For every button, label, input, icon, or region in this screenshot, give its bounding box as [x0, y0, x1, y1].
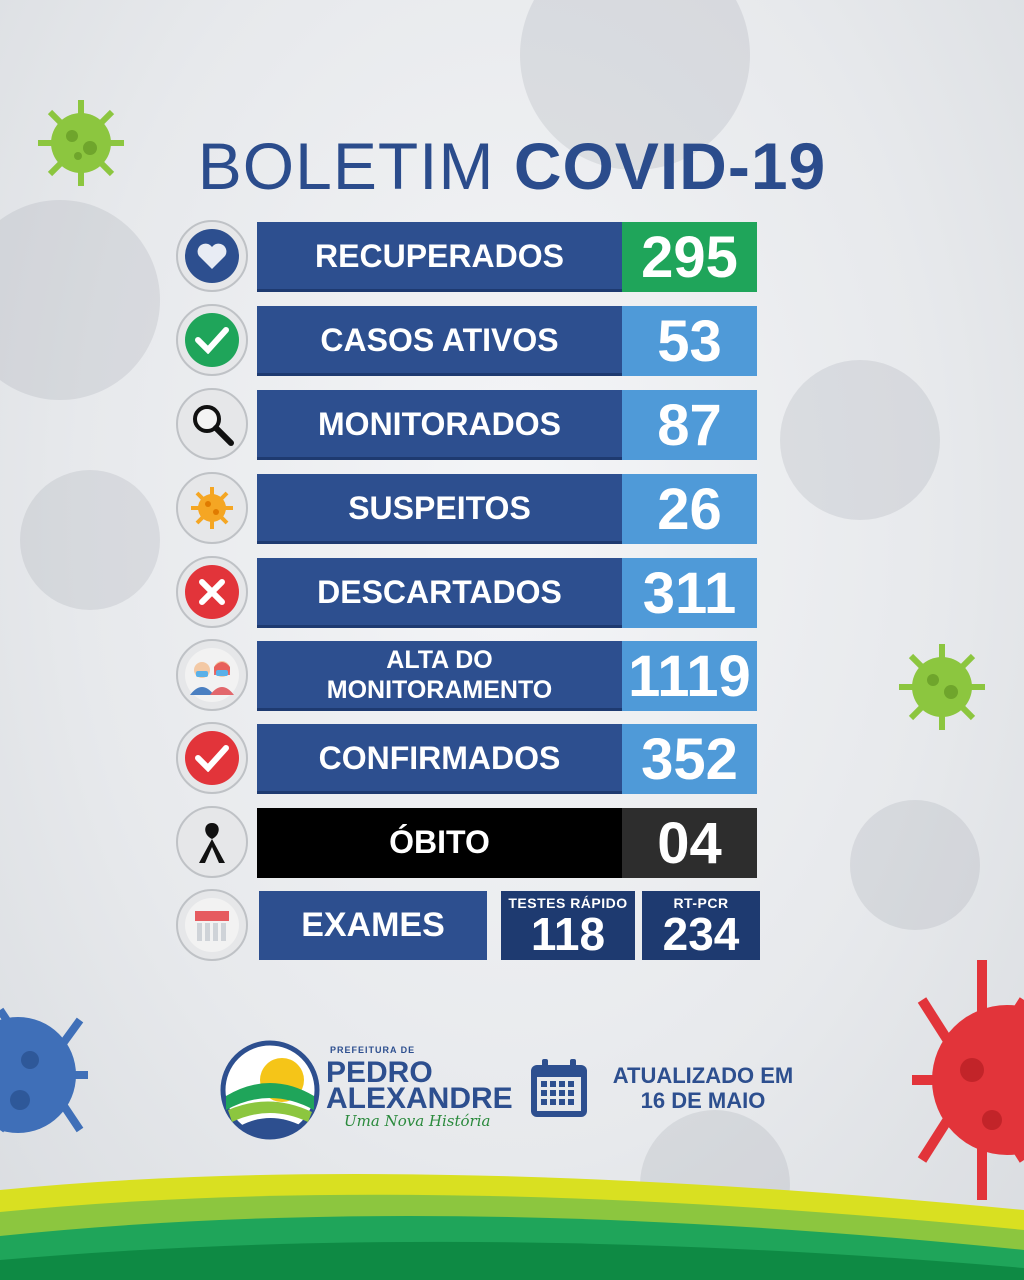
test-tubes-icon	[185, 898, 239, 952]
magnifier-icon	[185, 397, 239, 451]
row-alta-monitoramento: ALTA DO MONITORAMENTO 1119	[176, 639, 758, 711]
row-value: 04	[622, 808, 757, 878]
row-recuperados: RECUPERADOS 295	[176, 220, 758, 292]
row-label-line2: MONITORAMENTO	[326, 675, 553, 704]
background-virus	[0, 200, 160, 400]
row-value: 295	[622, 222, 757, 292]
green-virus-icon	[899, 644, 985, 730]
row-descartados: DESCARTADOS 311	[176, 556, 758, 628]
exams-label: EXAMES	[259, 891, 487, 960]
title-bold: COVID-19	[513, 129, 827, 203]
exams-icon-wrap	[176, 889, 248, 961]
brand-slogan: Uma Nova História	[344, 1112, 491, 1130]
updated-line1: ATUALIZADO EM	[612, 1063, 794, 1088]
red-virus-icon	[912, 960, 1024, 1200]
brand-prefix: PREFEITURA DE	[330, 1045, 416, 1055]
row-value: 87	[622, 390, 757, 460]
row-value: 26	[622, 474, 757, 544]
checkmark-icon	[185, 731, 239, 785]
row-obito: ÓBITO 04	[176, 806, 758, 878]
row-suspeitos: SUSPEITOS 26	[176, 472, 758, 544]
exam-rapid-value: 118	[530, 908, 606, 960]
exam-rapid-caption: TESTES RÁPIDO	[508, 895, 628, 911]
row-confirmados: CONFIRMADOS 352	[176, 722, 758, 794]
row-label: MONITORADOS	[257, 390, 622, 460]
row-label: SUSPEITOS	[257, 474, 622, 544]
green-virus-icon	[38, 100, 124, 186]
x-icon	[185, 565, 239, 619]
row-casos-ativos: CASOS ATIVOS 53	[176, 304, 758, 376]
masked-people-icon	[185, 648, 239, 702]
row-label-line1: ALTA DO	[386, 645, 493, 674]
background-virus	[780, 360, 940, 520]
exam-rapid: TESTES RÁPIDO 118	[501, 891, 635, 960]
blue-virus-icon	[0, 1007, 88, 1133]
exam-pcr: RT-PCR 234	[642, 891, 760, 960]
row-label: CASOS ATIVOS	[257, 306, 622, 376]
bottom-waves	[0, 1174, 1024, 1280]
row-value: 53	[622, 306, 757, 376]
row-value: 352	[622, 724, 757, 794]
exam-pcr-value: 234	[662, 908, 740, 960]
pedro-alexandre-logo	[220, 1040, 320, 1140]
calendar-icon	[531, 1059, 587, 1117]
row-label: RECUPERADOS	[257, 222, 622, 292]
row-label: ALTA DO MONITORAMENTO	[257, 641, 622, 711]
updated-line2: 16 DE MAIO	[640, 1088, 766, 1113]
brand-name-1: PEDRO	[326, 1056, 433, 1089]
title-light: BOLETIM	[197, 129, 495, 203]
exam-pcr-caption: RT-PCR	[673, 895, 729, 911]
brand-name-2: ALEXANDRE	[326, 1082, 513, 1115]
heart-icon	[185, 229, 239, 283]
row-label: CONFIRMADOS	[257, 724, 622, 794]
background-virus	[20, 470, 160, 610]
row-monitorados: MONITORADOS 87	[176, 388, 758, 460]
virus-icon	[185, 481, 239, 535]
updated-date: ATUALIZADO EM 16 DE MAIO	[600, 1063, 806, 1113]
row-label: DESCARTADOS	[257, 558, 622, 628]
mourning-ribbon-icon	[185, 815, 239, 869]
row-label: ÓBITO	[257, 808, 622, 878]
page-title: BOLETIM COVID-19	[0, 128, 1024, 204]
row-value: 311	[622, 558, 757, 628]
row-value: 1119	[622, 641, 757, 711]
checkmark-icon	[185, 313, 239, 367]
background-virus	[850, 800, 980, 930]
